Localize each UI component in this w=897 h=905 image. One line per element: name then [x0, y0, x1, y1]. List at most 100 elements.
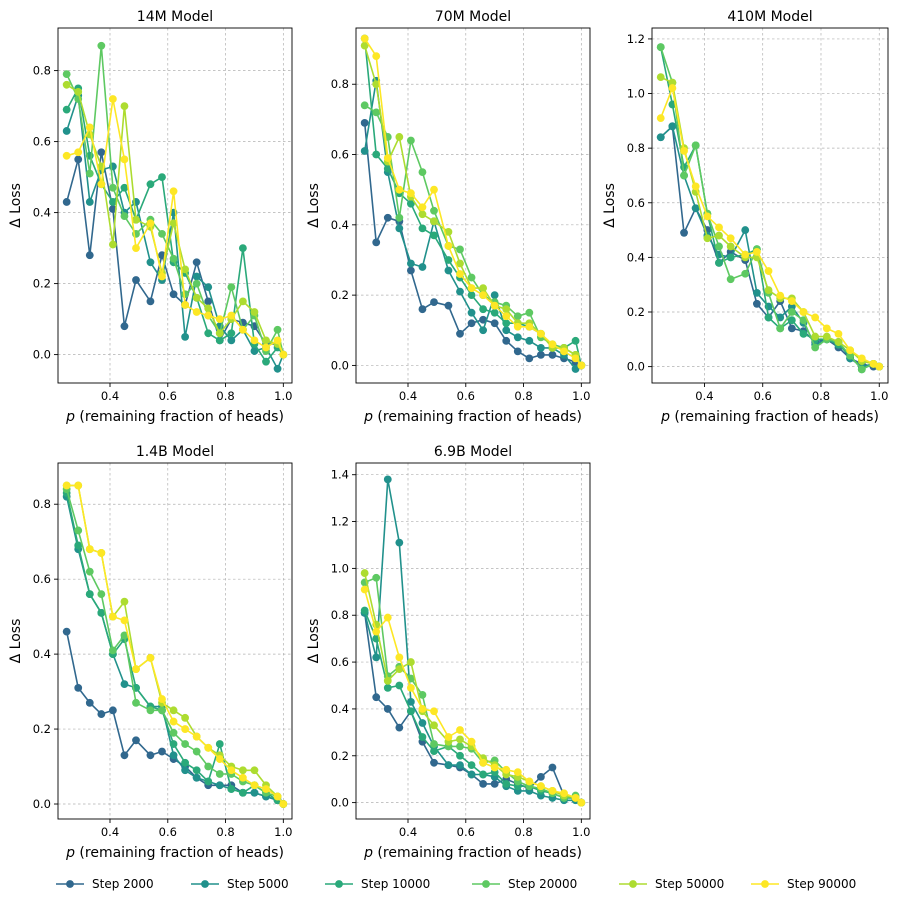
subplot-5: 0.4 0.6 0.8 1.0 0.0 0.2 0.4 0.6 0.8 1.0 1.2 1.4 6.9B… [306, 444, 590, 861]
data-point [395, 213, 404, 222]
data-point [108, 646, 117, 655]
data-point [764, 286, 773, 295]
axes-frame [57, 462, 293, 820]
data-point [132, 665, 140, 674]
data-point [85, 590, 94, 599]
data-point [85, 169, 94, 178]
axes-frame [651, 27, 889, 384]
data-point [467, 291, 476, 300]
data-point [764, 313, 773, 322]
data-point [238, 766, 247, 775]
data-point [192, 258, 201, 267]
data-point [418, 705, 427, 713]
data-point [502, 319, 511, 328]
data-point [108, 95, 117, 103]
x-tick-label: 0.6 [457, 389, 475, 403]
y-tick-label: 0.0 [33, 348, 51, 362]
data-point [846, 351, 855, 360]
data-point [703, 212, 712, 221]
data-point [834, 338, 843, 346]
data-point [490, 319, 499, 328]
data-point [406, 683, 415, 692]
data-point [776, 313, 785, 322]
data-point [74, 481, 83, 490]
data-point [406, 266, 415, 275]
data-point [108, 240, 117, 249]
data-point [656, 114, 665, 123]
data-point [444, 761, 453, 770]
data-point [120, 322, 129, 331]
y-tick-label: 0.2 [627, 305, 645, 319]
y-tick-label: 0.4 [331, 702, 349, 716]
x-tick-label: 0.4 [399, 389, 417, 403]
data-point [467, 284, 476, 292]
data-point [577, 361, 586, 370]
data-point [430, 707, 438, 716]
data-point [108, 706, 117, 715]
data-point [238, 297, 247, 306]
data-point [502, 336, 511, 345]
data-point [97, 41, 106, 50]
data-point [571, 365, 580, 373]
data-point [726, 242, 735, 251]
data-point [120, 616, 129, 625]
data-point [456, 287, 464, 296]
y-axis-label: Δ Loss [602, 183, 618, 228]
data-point [372, 693, 381, 702]
data-point [192, 279, 201, 288]
y-axis-label: Δ Loss [306, 183, 322, 228]
data-point [360, 119, 369, 127]
data-point [372, 80, 381, 89]
data-point [502, 305, 511, 314]
data-point [536, 350, 545, 359]
data-point [875, 362, 884, 371]
data-point [680, 228, 688, 237]
legend-entry-label: Step 2000 [92, 877, 154, 891]
data-point [479, 291, 488, 300]
data-point [479, 284, 488, 292]
data-point [383, 154, 392, 162]
data-point [204, 762, 213, 771]
data-point [146, 219, 155, 228]
data-point [548, 763, 557, 772]
data-point [776, 291, 785, 300]
data-point [406, 136, 415, 145]
data-point [467, 737, 476, 746]
data-point [395, 653, 404, 662]
data-point [383, 705, 392, 713]
data-point [430, 298, 438, 307]
data-point [456, 751, 464, 760]
data-point [97, 549, 106, 557]
data-point [383, 475, 392, 484]
x-tick-label: 0.4 [695, 389, 713, 403]
data-point [132, 736, 140, 745]
data-point [62, 151, 71, 160]
data-point [776, 324, 785, 333]
data-point [430, 758, 438, 767]
data-point [360, 606, 369, 615]
data-point [869, 359, 878, 368]
data-point [513, 312, 522, 321]
x-tick-label: 0.8 [514, 389, 532, 403]
y-tick-label: 0.0 [331, 796, 349, 810]
y-tick-label: 0.6 [33, 135, 51, 149]
data-point [811, 332, 820, 341]
y-tick-label: 0.6 [33, 572, 51, 586]
subplot-3: 0.4 0.6 0.8 1.0 0.0 0.2 0.4 0.6 0.8 1.0 1.2 410M Mo… [602, 9, 889, 425]
axes-frame [355, 462, 591, 820]
data-point [430, 740, 438, 748]
subplot-title: 6.9B Model [434, 444, 512, 460]
data-point [383, 676, 392, 685]
data-point [120, 155, 129, 164]
data-point [62, 198, 71, 206]
data-point [273, 364, 282, 373]
data-point [715, 242, 723, 251]
legend-entry-label: Step 90000 [787, 877, 856, 891]
data-point [204, 311, 213, 320]
data-point [525, 336, 534, 345]
data-point [822, 332, 831, 341]
data-point [120, 597, 129, 606]
data-point [279, 800, 288, 808]
y-tick-label: 0.8 [33, 497, 51, 511]
data-point [120, 183, 129, 192]
